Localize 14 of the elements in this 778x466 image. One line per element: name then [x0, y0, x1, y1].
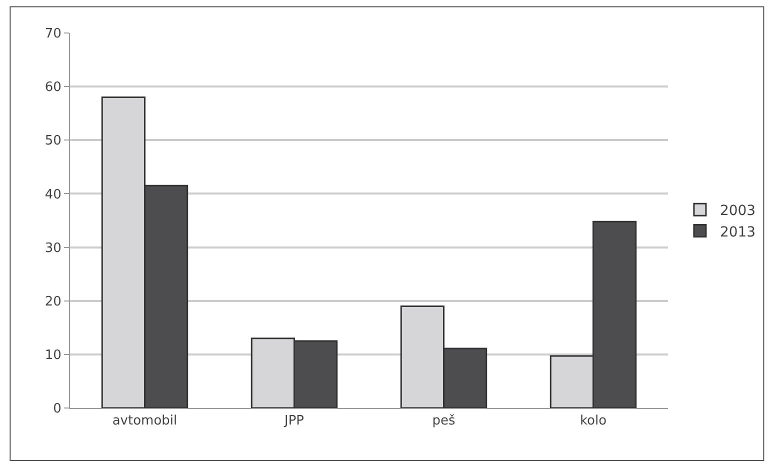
x-tick-label: avtomobil [112, 414, 178, 429]
x-tick-label: kolo [580, 414, 607, 429]
y-tick-label: 60 [44, 80, 62, 96]
y-tick-label: 0 [53, 402, 62, 417]
y-tick-label: 10 [44, 348, 62, 363]
legend-label: 2013 [720, 224, 756, 240]
x-tick-label: JPP [283, 414, 304, 429]
legend-label: 2003 [720, 203, 756, 220]
y-tick-label: 70 [44, 26, 62, 42]
y-tick-label: 40 [44, 187, 62, 202]
y-tick-label: 50 [44, 134, 62, 149]
y-tick-label: 30 [44, 240, 62, 256]
y-tick-label: 20 [44, 294, 62, 310]
x-tick-label: peš [432, 414, 456, 429]
